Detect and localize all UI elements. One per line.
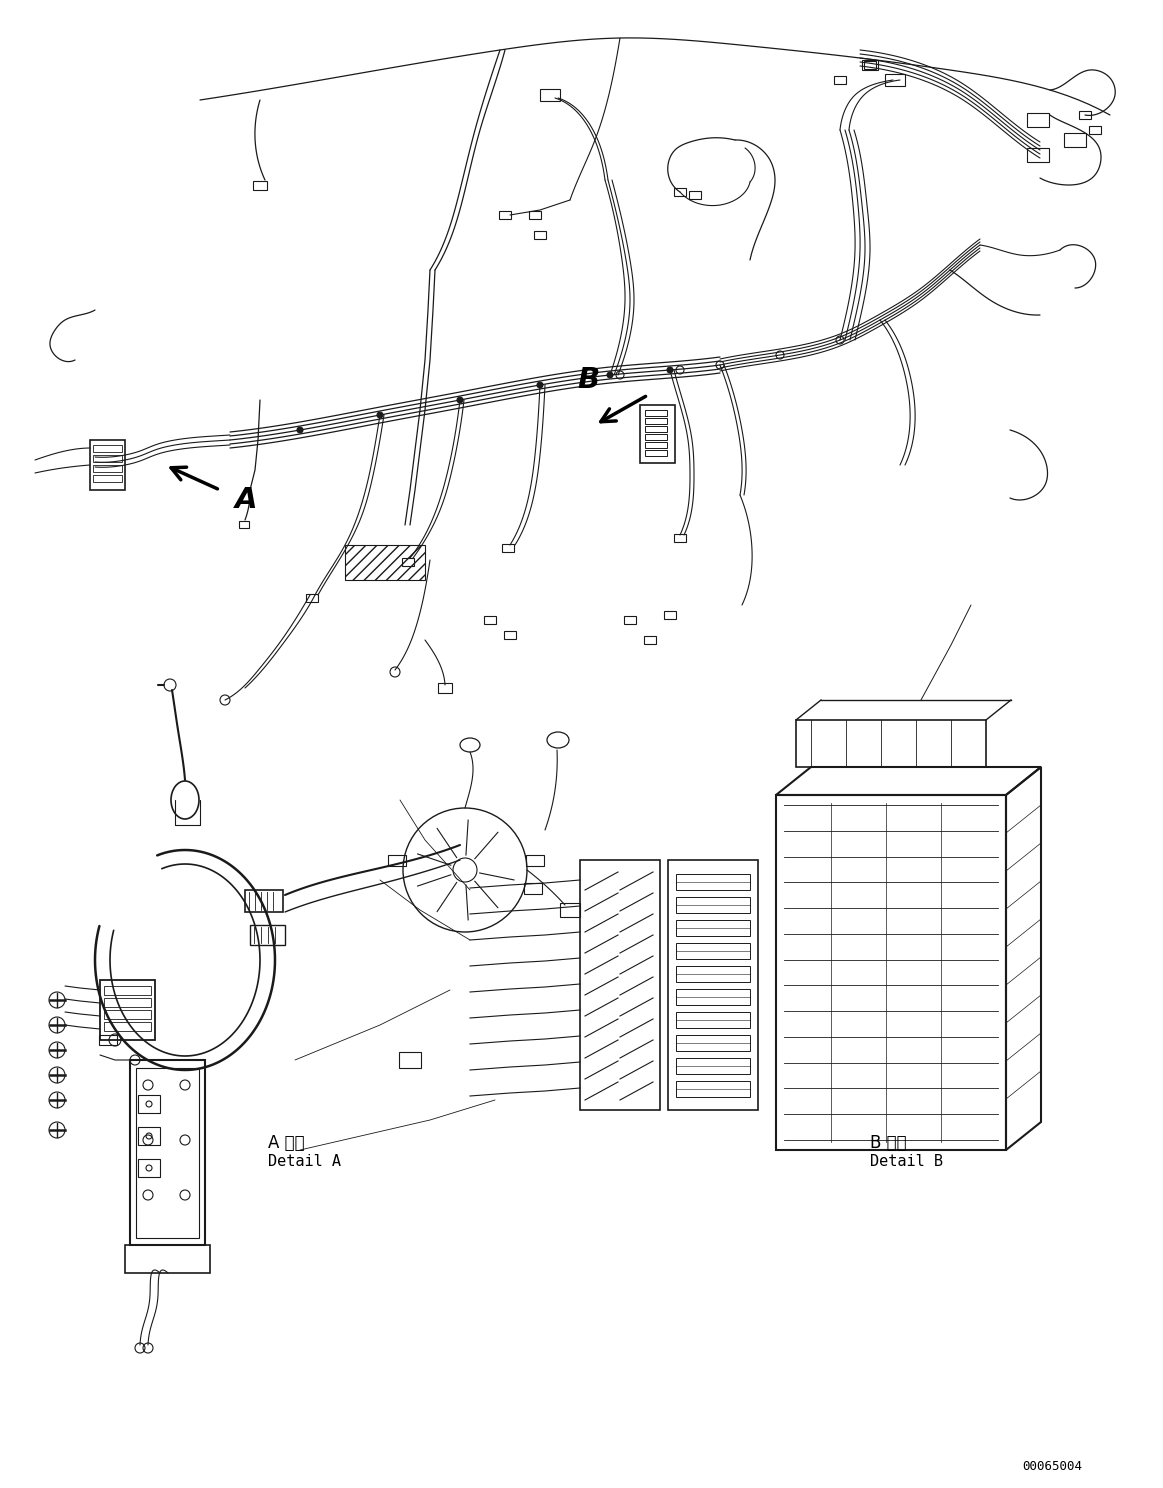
Bar xyxy=(526,854,544,866)
Bar xyxy=(534,231,545,240)
Bar xyxy=(645,449,668,455)
Bar xyxy=(640,405,675,463)
Bar xyxy=(104,1022,151,1031)
Bar xyxy=(104,987,151,995)
Bar xyxy=(90,440,124,490)
Bar xyxy=(438,683,452,693)
Bar xyxy=(676,897,750,914)
Bar xyxy=(345,545,424,580)
Bar xyxy=(388,854,406,866)
Bar xyxy=(138,1126,160,1144)
Circle shape xyxy=(457,397,463,403)
Bar xyxy=(240,521,249,528)
Bar xyxy=(645,418,668,424)
Bar xyxy=(676,1080,750,1097)
Bar xyxy=(93,455,122,461)
Circle shape xyxy=(297,427,304,433)
Text: 00065004: 00065004 xyxy=(1022,1460,1082,1473)
Bar xyxy=(93,466,122,472)
Bar xyxy=(1064,132,1086,147)
Bar xyxy=(124,1245,211,1274)
Bar xyxy=(645,426,668,432)
Bar xyxy=(1027,113,1049,126)
Bar xyxy=(525,882,542,893)
Bar xyxy=(100,981,155,1040)
Bar xyxy=(104,998,151,1007)
Bar xyxy=(138,1159,160,1177)
Bar xyxy=(399,1052,421,1068)
Bar xyxy=(502,545,514,552)
Bar xyxy=(675,187,686,196)
Bar xyxy=(834,76,846,83)
Bar xyxy=(402,558,414,565)
Circle shape xyxy=(537,382,543,388)
Bar xyxy=(676,873,750,890)
Bar xyxy=(676,1012,750,1028)
Bar xyxy=(93,475,122,482)
Bar xyxy=(540,89,561,101)
Bar xyxy=(645,434,668,440)
Bar xyxy=(138,1095,160,1113)
Bar xyxy=(1089,126,1101,134)
Bar xyxy=(864,61,876,68)
Bar xyxy=(580,860,659,1110)
Bar xyxy=(668,860,758,1110)
Bar xyxy=(645,442,668,448)
Bar xyxy=(676,920,750,936)
Text: Detail A: Detail A xyxy=(267,1155,341,1170)
Bar xyxy=(254,180,267,189)
Bar xyxy=(504,631,516,638)
Bar xyxy=(245,890,283,912)
Bar xyxy=(776,795,1006,1150)
Bar xyxy=(625,616,636,623)
Bar xyxy=(529,211,541,219)
Text: B: B xyxy=(577,366,599,394)
Bar xyxy=(676,1058,750,1074)
Bar xyxy=(676,990,750,1004)
Bar xyxy=(675,534,686,542)
Circle shape xyxy=(377,412,383,418)
Bar xyxy=(1027,147,1049,162)
Bar xyxy=(885,74,905,86)
Circle shape xyxy=(668,368,673,373)
Bar xyxy=(561,903,580,917)
Bar xyxy=(1079,112,1091,119)
Bar xyxy=(644,635,656,644)
Text: Detail B: Detail B xyxy=(870,1155,943,1170)
Bar xyxy=(99,1036,117,1045)
Bar xyxy=(104,1010,151,1019)
Bar xyxy=(676,1036,750,1051)
Bar xyxy=(664,612,676,619)
Circle shape xyxy=(607,372,613,378)
Text: A 詳細: A 詳細 xyxy=(267,1134,305,1152)
Text: A: A xyxy=(235,487,257,513)
Bar xyxy=(130,1059,205,1245)
Bar xyxy=(250,926,285,945)
Bar xyxy=(676,943,750,958)
Bar xyxy=(676,966,750,982)
Bar xyxy=(93,445,122,452)
Bar xyxy=(484,616,495,623)
Bar xyxy=(645,411,668,417)
Bar xyxy=(136,1068,199,1238)
Bar xyxy=(688,190,701,199)
Bar xyxy=(499,211,511,219)
Text: B 詳細: B 詳細 xyxy=(870,1134,907,1152)
Bar xyxy=(862,60,878,70)
Bar xyxy=(306,594,317,603)
Bar xyxy=(795,720,986,766)
